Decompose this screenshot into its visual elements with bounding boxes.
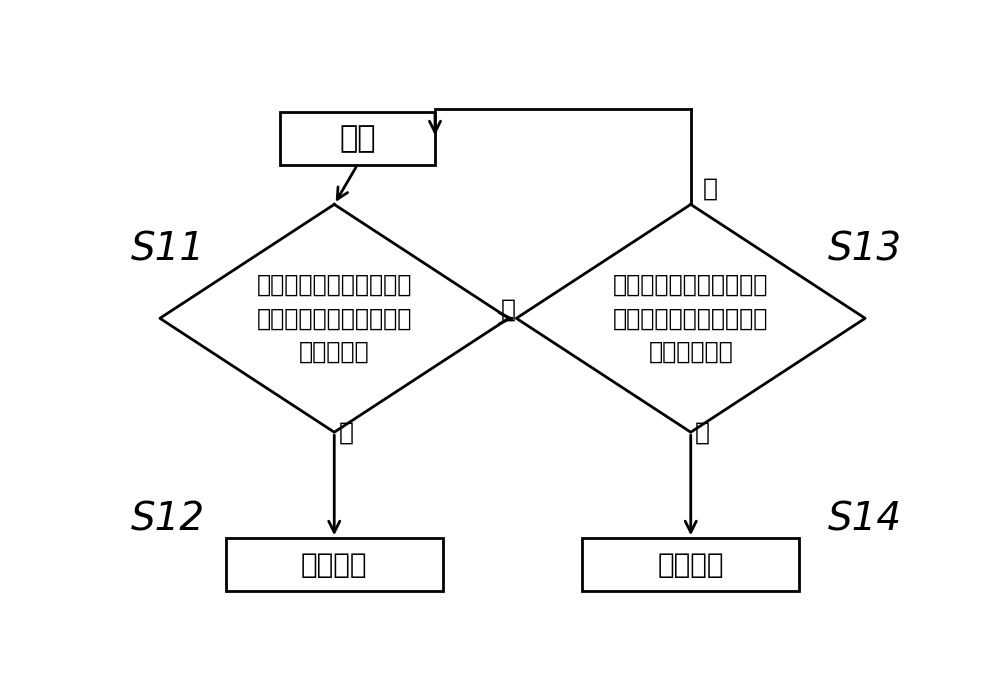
- Text: 控制装置控制风机关停，
并判断风机启动次数是否
达到预设次数: 控制装置控制风机关停， 并判断风机启动次数是否 达到预设次数: [613, 273, 768, 364]
- Text: 是: 是: [501, 297, 516, 321]
- Bar: [582, 538, 799, 591]
- Text: 否: 否: [338, 420, 353, 444]
- Text: 风机正常: 风机正常: [301, 550, 368, 579]
- Text: S14: S14: [828, 501, 902, 539]
- Text: 否: 否: [703, 177, 718, 200]
- Text: 开始: 开始: [339, 124, 376, 153]
- Text: 风机异常: 风机异常: [658, 550, 724, 579]
- Text: 是: 是: [695, 420, 710, 444]
- Text: 控制装置控制风机启动，
并判断风机的转速是否低
于预设转速: 控制装置控制风机启动， 并判断风机的转速是否低 于预设转速: [257, 273, 412, 364]
- Text: S13: S13: [828, 230, 902, 268]
- Text: S12: S12: [131, 501, 205, 539]
- Bar: [226, 538, 443, 591]
- Text: S11: S11: [131, 230, 205, 268]
- Bar: [280, 111, 435, 164]
